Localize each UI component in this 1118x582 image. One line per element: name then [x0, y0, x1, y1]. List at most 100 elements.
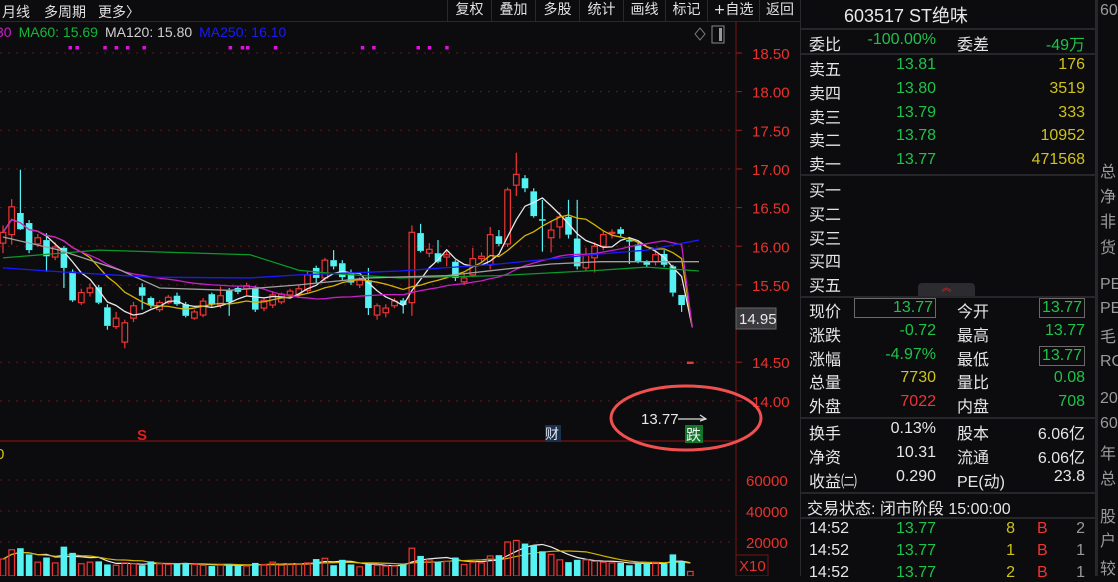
fundamental-value: 0.290: [895, 467, 936, 485]
candle-body: [547, 229, 555, 239]
crosshair-price: 14.95: [739, 311, 777, 328]
candle-body: [626, 240, 633, 242]
statistics-button[interactable]: 统计: [579, 0, 623, 22]
candle: [678, 294, 685, 312]
f10-item[interactable]: 年: [1100, 446, 1117, 463]
f10-item[interactable]: PE: [1100, 300, 1118, 317]
candle: [582, 247, 590, 271]
f10-item[interactable]: 60: [1100, 415, 1118, 432]
volume-bar: [34, 561, 42, 576]
panel-divider: [1096, 0, 1098, 576]
back-button[interactable]: 返回: [759, 0, 800, 22]
period-month-tab[interactable]: 月线: [2, 5, 30, 21]
f10-item[interactable]: 毛: [1100, 329, 1117, 346]
candle-body: [634, 244, 642, 261]
volume-bar: [434, 562, 442, 576]
fall-marker-box: [685, 425, 703, 443]
candle-body: [121, 322, 129, 343]
volume-bar: [634, 562, 642, 576]
stat-value: 13.77: [854, 298, 936, 318]
ask-price: 13.79: [895, 103, 936, 121]
volume-bar: [138, 565, 146, 576]
fundamental-value: 6.06亿: [1037, 426, 1085, 443]
candle: [51, 242, 59, 261]
volume-legend-cut: 0: [0, 446, 4, 463]
candle: [104, 304, 111, 330]
candle: [669, 264, 677, 297]
volume-bar: [121, 562, 129, 576]
candle-body: [86, 287, 94, 294]
signal-dot: [125, 46, 130, 50]
price-axis-label: 17.50: [752, 123, 790, 140]
candle: [130, 301, 137, 323]
f10-item[interactable]: 总: [1100, 164, 1117, 181]
signal-dot: [372, 46, 376, 50]
f10-item[interactable]: RO: [1100, 353, 1118, 370]
volume-bar: [339, 559, 346, 576]
f10-item[interactable]: 非: [1100, 214, 1117, 231]
volume-bar: [452, 557, 459, 576]
f10-item[interactable]: 货: [1100, 240, 1117, 257]
candle: [434, 240, 442, 264]
candle-body: [591, 245, 598, 259]
volume-bar: [643, 562, 651, 576]
volume-bar: [678, 561, 685, 576]
candle: [312, 265, 320, 283]
volume-bar: [182, 563, 189, 576]
chart-toolbar: 月线 多周期 更多〉 复权 叠加 多股 统计 画线 标记 +自选 返回: [0, 0, 800, 22]
f10-item[interactable]: 户: [1100, 533, 1117, 550]
candle: [408, 225, 416, 316]
more-menu[interactable]: 更多〉: [98, 5, 140, 21]
mark-button[interactable]: 标记: [665, 0, 707, 22]
f10-item[interactable]: 20: [1100, 390, 1118, 407]
draw-line-button[interactable]: 画线: [623, 0, 665, 22]
diamond-icon[interactable]: [694, 27, 706, 41]
add-watchlist-button[interactable]: +自选: [707, 0, 759, 22]
f10-item[interactable]: 较: [1100, 561, 1117, 578]
candle-body: [164, 296, 172, 304]
candle: [478, 252, 485, 264]
f10-item[interactable]: 总: [1100, 471, 1117, 488]
fundamental-value: 6.06亿: [1037, 449, 1085, 467]
candle-body: [252, 287, 259, 310]
stat-value: 13.77: [1044, 321, 1085, 339]
quote-panel: 603517 ST绝味 委比 -100.00% 委差 -49万 卖五 13.81 1…: [800, 0, 1097, 581]
stat-value: -0.72: [899, 321, 936, 339]
s-marker[interactable]: S: [137, 427, 147, 444]
candle-body: [478, 255, 485, 260]
ask-price: 13.78: [895, 127, 936, 145]
volume-bar: [539, 551, 546, 576]
ma10-line: [2, 214, 693, 328]
f10-item[interactable]: 60: [1100, 2, 1118, 19]
fuquan-button[interactable]: 复权: [447, 0, 491, 22]
multi-period-menu[interactable]: 多周期: [44, 5, 86, 21]
volume-bar: [626, 565, 633, 576]
f10-item[interactable]: 净: [1100, 189, 1117, 206]
f10-item[interactable]: 股: [1100, 509, 1117, 526]
volume-bar: [86, 561, 94, 576]
candle-body: [217, 295, 224, 306]
volume-bar: [391, 565, 398, 576]
volume-bar: [43, 557, 50, 576]
candle: [373, 303, 381, 320]
kline-chart[interactable]: 18.50 18.00 17.50 17.00 16.50 16.00 15.50 14.50…: [0, 0, 800, 576]
finance-marker[interactable]: 财: [545, 427, 559, 443]
panel-toggle-icon[interactable]: [711, 25, 725, 44]
overlay-button[interactable]: 叠加: [491, 0, 535, 22]
stat-value: 708: [1058, 393, 1085, 411]
f10-item[interactable]: PE: [1100, 276, 1118, 293]
candle: [347, 269, 355, 285]
candle-body: [539, 219, 546, 221]
candle: [77, 288, 85, 305]
volume-bar: [478, 562, 485, 576]
volume-bar: [547, 553, 555, 576]
finance-marker-box[interactable]: [545, 425, 561, 442]
volume-bar: [77, 563, 85, 576]
tick-side: B: [1037, 564, 1048, 581]
tick-price: 13.77: [895, 520, 936, 537]
volume-bar: [469, 561, 477, 576]
candle-body: [660, 253, 668, 265]
ma250-legend: MA250: 16.10: [199, 24, 287, 40]
multi-stock-button[interactable]: 多股: [535, 0, 579, 22]
expand-chevron-up-icon[interactable]: ︽: [918, 283, 975, 296]
